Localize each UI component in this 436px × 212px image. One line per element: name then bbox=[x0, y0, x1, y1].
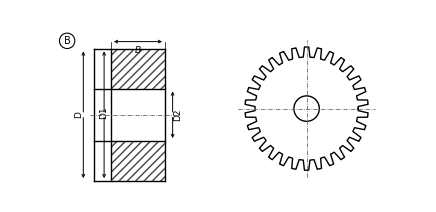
Bar bbox=[111, 49, 165, 89]
Text: D: D bbox=[74, 111, 83, 118]
Text: D1: D1 bbox=[99, 106, 109, 119]
Text: B: B bbox=[135, 46, 141, 55]
Text: D2: D2 bbox=[174, 109, 183, 121]
Bar bbox=[111, 141, 165, 181]
Text: B: B bbox=[64, 36, 71, 46]
